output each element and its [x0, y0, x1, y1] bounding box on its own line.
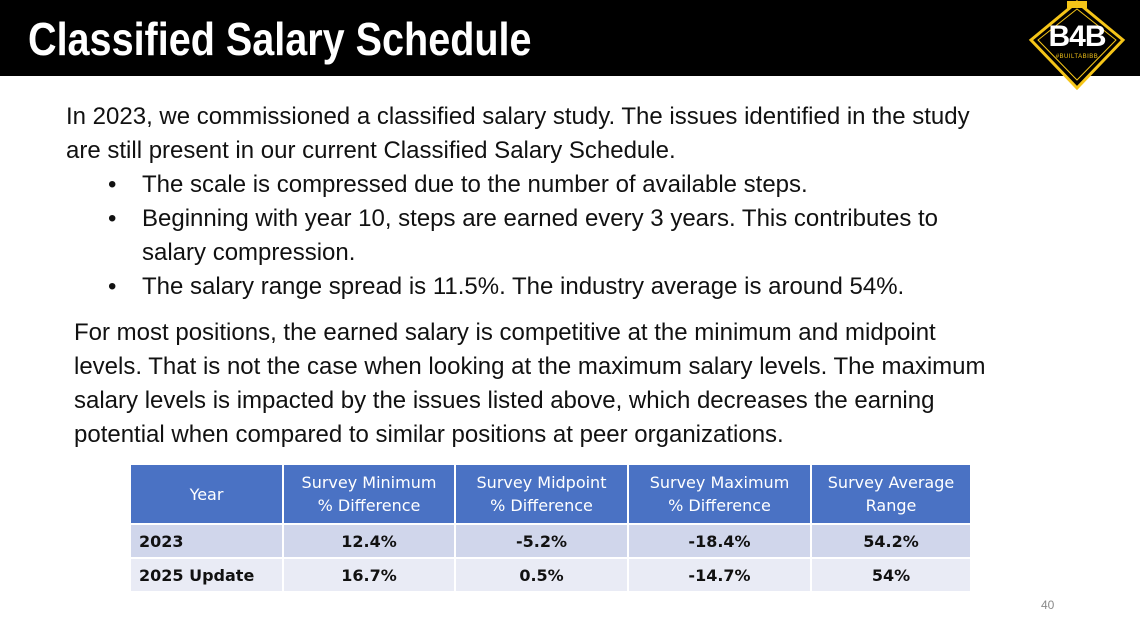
bullet-icon: •	[108, 205, 117, 232]
table-row: 2025 Update 16.7% 0.5% -14.7% 54%	[129, 557, 972, 593]
list-item-text: The scale is compressed due to the numbe…	[142, 171, 808, 198]
column-header: Survey Minimum% Difference	[282, 463, 456, 525]
intro-line: In 2023, we commissioned a classified sa…	[66, 103, 970, 130]
table-cell: 12.4%	[282, 523, 456, 559]
title-bar: Classified Salary Schedule B4B #BUILTABI…	[0, 0, 1140, 91]
page-number: 40	[1041, 598, 1055, 612]
paragraph-line: salary levels is impacted by the issues …	[74, 387, 935, 414]
table-cell: 2023	[129, 523, 284, 559]
column-header: Survey Average Range	[810, 463, 972, 525]
table-cell: 16.7%	[282, 557, 456, 593]
column-header: Survey Midpoint% Difference	[454, 463, 629, 525]
logo-shield-icon	[1028, 0, 1126, 91]
table-cell: 0.5%	[454, 557, 629, 593]
list-item-text: Beginning with year 10, steps are earned…	[142, 205, 938, 232]
summary-paragraph: For most positions, the earned salary is…	[74, 316, 1094, 452]
b4b-logo: B4B #BUILTABIBB	[1027, 0, 1127, 91]
table-row: 2023 12.4% -5.2% -18.4% 54.2%	[129, 523, 972, 559]
list-item-text: salary compression.	[142, 239, 356, 266]
paragraph-line: potential when compared to similar posit…	[74, 421, 784, 448]
intro-line: are still present in our current Classif…	[66, 137, 676, 164]
table-cell: -5.2%	[454, 523, 629, 559]
column-header: Year	[129, 463, 284, 525]
issue-list: • The scale is compressed due to the num…	[108, 168, 1058, 304]
paragraph-line: For most positions, the earned salary is…	[74, 319, 936, 346]
list-item: • The salary range spread is 11.5%. The …	[108, 270, 1058, 304]
table-cell: -18.4%	[627, 523, 812, 559]
bullet-icon: •	[108, 171, 117, 198]
list-item-text: The salary range spread is 11.5%. The in…	[142, 273, 905, 300]
column-header: Survey Maximum% Difference	[627, 463, 812, 525]
intro-text: In 2023, we commissioned a classified sa…	[66, 100, 1066, 168]
list-item: • The scale is compressed due to the num…	[108, 168, 1058, 202]
logo-text: B4B	[1048, 20, 1106, 53]
salary-survey-table: Year Survey Minimum% Difference Survey M…	[129, 463, 972, 593]
logo-tagline: #BUILTABIBB	[1055, 54, 1099, 60]
list-item: • Beginning with year 10, steps are earn…	[108, 202, 1058, 270]
bullet-icon: •	[108, 273, 117, 300]
table-cell: 54.2%	[810, 523, 972, 559]
table-header-row: Year Survey Minimum% Difference Survey M…	[129, 463, 972, 525]
paragraph-line: levels. That is not the case when lookin…	[74, 353, 986, 380]
table-cell: -14.7%	[627, 557, 812, 593]
table-cell: 54%	[810, 557, 972, 593]
table-cell: 2025 Update	[129, 557, 284, 593]
slide-title: Classified Salary Schedule	[28, 13, 532, 65]
